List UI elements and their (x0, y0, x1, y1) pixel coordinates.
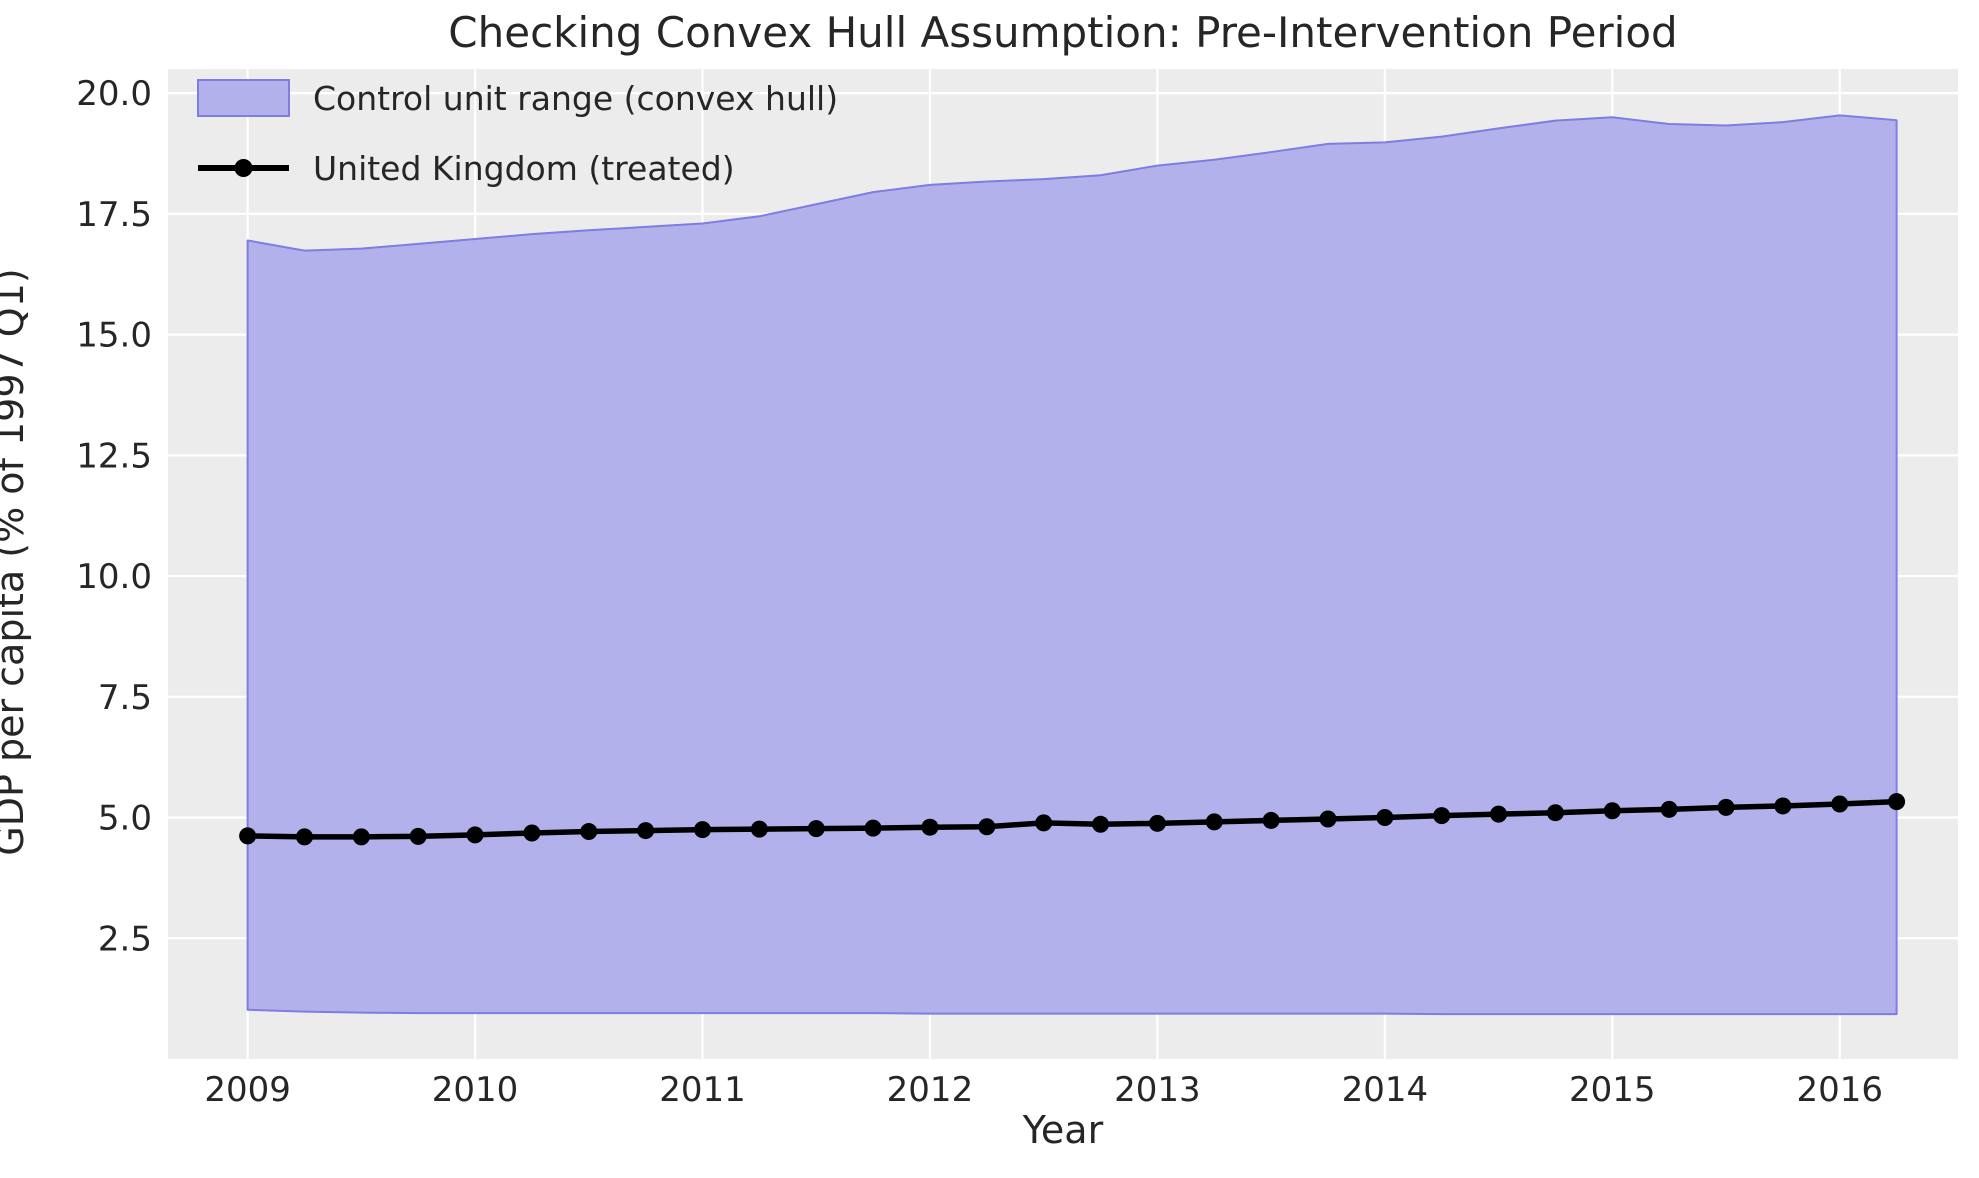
uk-treated-marker (409, 827, 427, 845)
uk-treated-marker (466, 826, 484, 844)
treated-line-swatch-icon (198, 159, 289, 177)
uk-treated-marker (295, 828, 313, 846)
x-tick-label: 2014 (1342, 1070, 1429, 1110)
control-range-area (246, 114, 1898, 1016)
y-tick-label: 20.0 (76, 74, 152, 114)
y-tick-label: 15.0 (76, 316, 152, 356)
legend-item-control-range: Control unit range (convex hull) (196, 76, 838, 120)
uk-treated-marker (352, 828, 370, 846)
legend-label-united-kingdom: United Kingdom (treated) (313, 148, 735, 188)
uk-treated-line (247, 798, 1897, 840)
x-tick-label: 2012 (887, 1070, 974, 1110)
legend: Control unit range (convex hull) United … (196, 76, 838, 190)
uk-treated-marker (1262, 811, 1280, 829)
control-range-swatch-icon (197, 79, 290, 117)
uk-treated-marker (1092, 815, 1110, 833)
x-tick-label: 2015 (1569, 1070, 1656, 1110)
y-tick-label: 2.5 (98, 919, 152, 959)
x-tick-label: 2016 (1796, 1070, 1883, 1110)
uk-treated-marker (1660, 800, 1678, 818)
y-tick-label: 17.5 (76, 195, 152, 235)
uk-treated-marker (1035, 814, 1053, 832)
uk-treated-marker (750, 820, 768, 838)
uk-treated-marker (1831, 795, 1849, 813)
uk-treated-marker (1490, 805, 1508, 823)
uk-treated-marker (1433, 807, 1451, 825)
uk-treated-marker (693, 821, 711, 839)
uk-treated-marker (1717, 798, 1735, 816)
legend-item-united-kingdom: United Kingdom (treated) (196, 146, 838, 190)
y-tick-label: 5.0 (98, 799, 152, 839)
legend-label-control-range: Control unit range (convex hull) (313, 78, 839, 118)
uk-treated-marker (1888, 793, 1906, 811)
uk-treated-marker (1148, 814, 1166, 832)
chart-title: Checking Convex Hull Assumption: Pre-Int… (448, 8, 1678, 57)
x-axis-label: Year (1022, 1108, 1104, 1152)
uk-treated-marker (523, 824, 541, 842)
y-tick-label: 12.5 (76, 436, 152, 476)
uk-treated-marker (1205, 813, 1223, 831)
uk-treated-marker (1546, 804, 1564, 822)
uk-treated-marker (978, 818, 996, 836)
x-tick-label: 2009 (204, 1070, 291, 1110)
uk-treated-marker (807, 820, 825, 838)
uk-treated-marker (239, 827, 257, 845)
x-tick-label: 2010 (432, 1070, 519, 1110)
y-tick-label: 10.0 (76, 557, 152, 597)
uk-treated-marker (1376, 809, 1394, 827)
x-tick-label: 2011 (659, 1070, 746, 1110)
uk-treated-marker (580, 823, 598, 841)
y-tick-label: 7.5 (98, 678, 152, 718)
uk-treated-marker (864, 819, 882, 837)
x-tick-label: 2013 (1114, 1070, 1201, 1110)
uk-treated-marker (921, 818, 939, 836)
uk-treated-marker (1319, 810, 1337, 828)
y-axis-label: GDP per capita (% of 1997 Q1) (0, 268, 32, 856)
uk-treated-marker (637, 822, 655, 840)
uk-treated-marker (1603, 802, 1621, 820)
uk-treated-marker (1774, 797, 1792, 815)
